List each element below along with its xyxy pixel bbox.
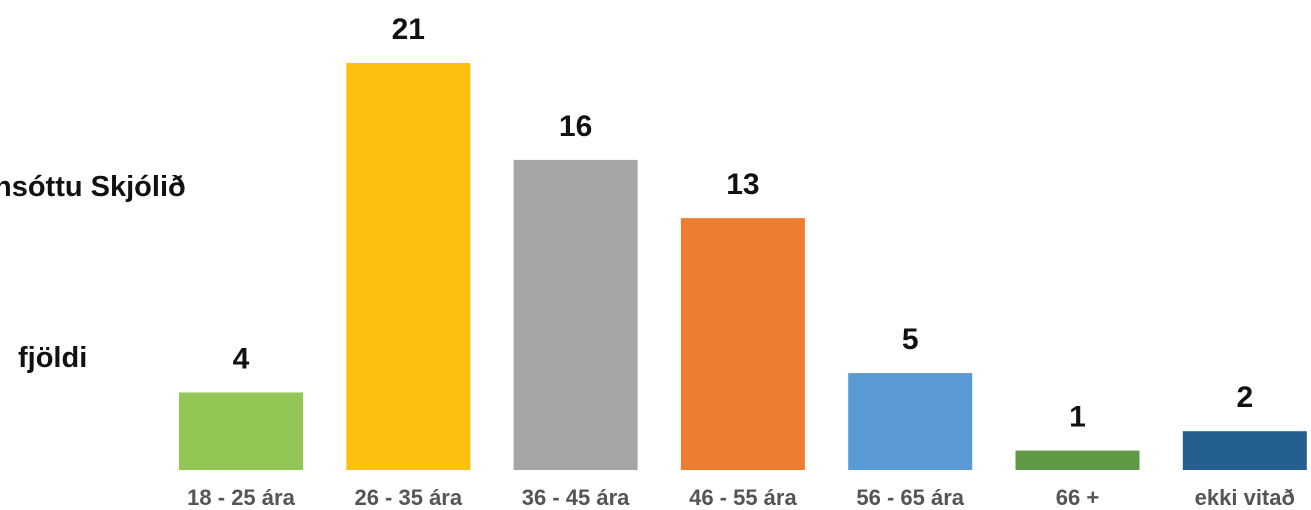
- value-label-1: 4: [233, 343, 250, 376]
- tick-label-5: 56 - 65 ára: [856, 485, 964, 510]
- bar-7: [1182, 431, 1307, 470]
- bar-5: [848, 373, 973, 470]
- tick-label-6: 66 +: [1056, 485, 1099, 510]
- value-label-6: 1: [1069, 401, 1086, 434]
- tick-labels-group: 18 - 25 ára 26 - 35 ára 36 - 45 ára 46 - 55…: [187, 485, 1295, 510]
- value-label-7: 2: [1236, 381, 1253, 414]
- bars-group: [179, 63, 1307, 470]
- bar-6: [1015, 450, 1140, 470]
- bar-4: [680, 218, 805, 470]
- value-labels-group: 4 21 16 13 5 1 2: [233, 13, 1253, 434]
- bar-2: [346, 63, 471, 470]
- tick-label-4: 46 - 55 ára: [689, 485, 797, 510]
- value-label-2: 21: [392, 13, 425, 46]
- bar-1: [179, 392, 303, 470]
- chart-title: nsóttu Skjólið: [0, 171, 186, 203]
- tick-label-1: 18 - 25 ára: [187, 485, 295, 510]
- y-axis-label: fjöldi: [18, 342, 87, 374]
- tick-label-7: ekki vitað: [1195, 485, 1295, 510]
- value-label-4: 13: [726, 168, 759, 201]
- tick-label-3: 36 - 45 ára: [522, 485, 630, 510]
- value-label-5: 5: [902, 323, 919, 356]
- tick-label-2: 26 - 35 ára: [354, 485, 462, 510]
- value-label-3: 16: [559, 110, 592, 143]
- bar-3: [513, 159, 638, 470]
